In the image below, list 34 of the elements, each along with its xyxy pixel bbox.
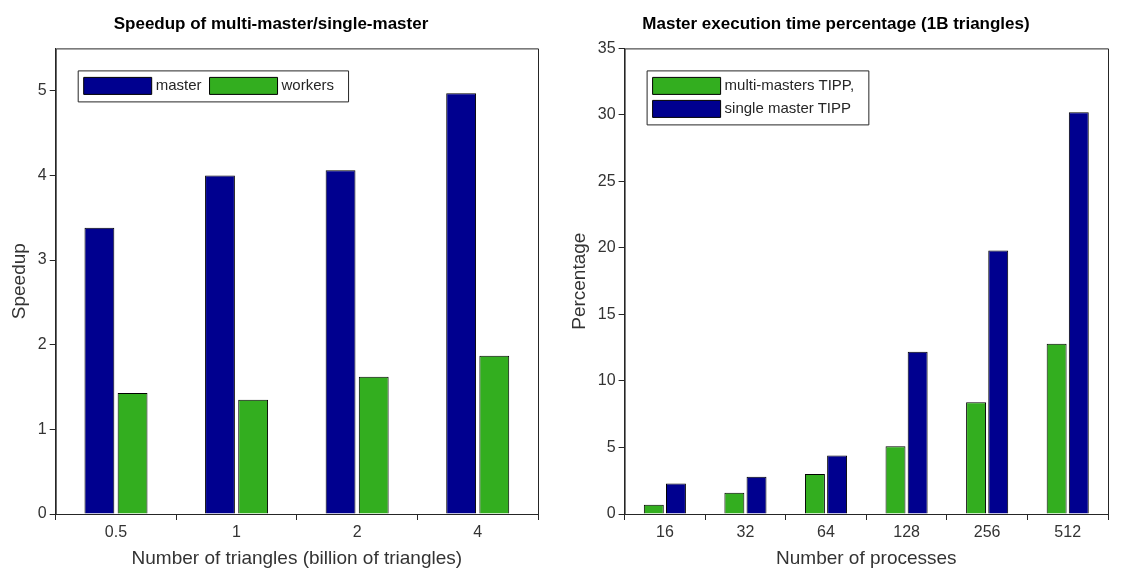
y-tick-label: 0 (606, 504, 616, 522)
y-tick-label: 3 (37, 250, 47, 268)
x-tick-label: 1 (232, 523, 242, 541)
y-tick-label: 15 (597, 304, 616, 322)
y-tick-label: 10 (597, 371, 616, 389)
x-tick-label: 512 (1054, 523, 1082, 541)
legend-label: multi-masters TIPP, (724, 76, 855, 94)
y-tick-label: 4 (37, 165, 47, 183)
x-tick-label: 128 (893, 523, 921, 541)
x-tick-label: 2 (352, 523, 362, 541)
x-tick-label: 0.5 (104, 523, 128, 541)
x-tick-label: 4 (473, 523, 483, 541)
x-axis-title: Number of triangles (billion of triangles) (131, 546, 463, 568)
x-tick-label: 16 (655, 523, 674, 541)
y-tick-label: 5 (37, 81, 47, 99)
chart-title: Speedup of multi-master/single-master (113, 13, 429, 33)
x-tick-label: 256 (973, 523, 1001, 541)
y-tick-label: 1 (37, 419, 47, 437)
chart-title: Master execution time percentage (1B triangles) (642, 13, 1030, 33)
legend-label: workers (280, 76, 335, 94)
y-tick-label: 2 (37, 335, 47, 353)
legend-label: single master TIPP (724, 99, 852, 117)
legend-label: master (155, 76, 202, 94)
y-tick-label: 5 (606, 437, 616, 455)
y-tick-label: 25 (597, 171, 616, 189)
y-tick-label: 35 (597, 38, 616, 56)
x-tick-label: 32 (736, 523, 755, 541)
y-tick-label: 0 (37, 504, 47, 522)
y-tick-label: 20 (597, 238, 616, 256)
x-axis-title: Number of processes (776, 546, 957, 568)
x-tick-label: 64 (817, 523, 836, 541)
y-axis-title: Speedup (7, 243, 29, 320)
y-axis-title: Percentage (567, 232, 589, 330)
y-tick-label: 30 (597, 105, 616, 123)
